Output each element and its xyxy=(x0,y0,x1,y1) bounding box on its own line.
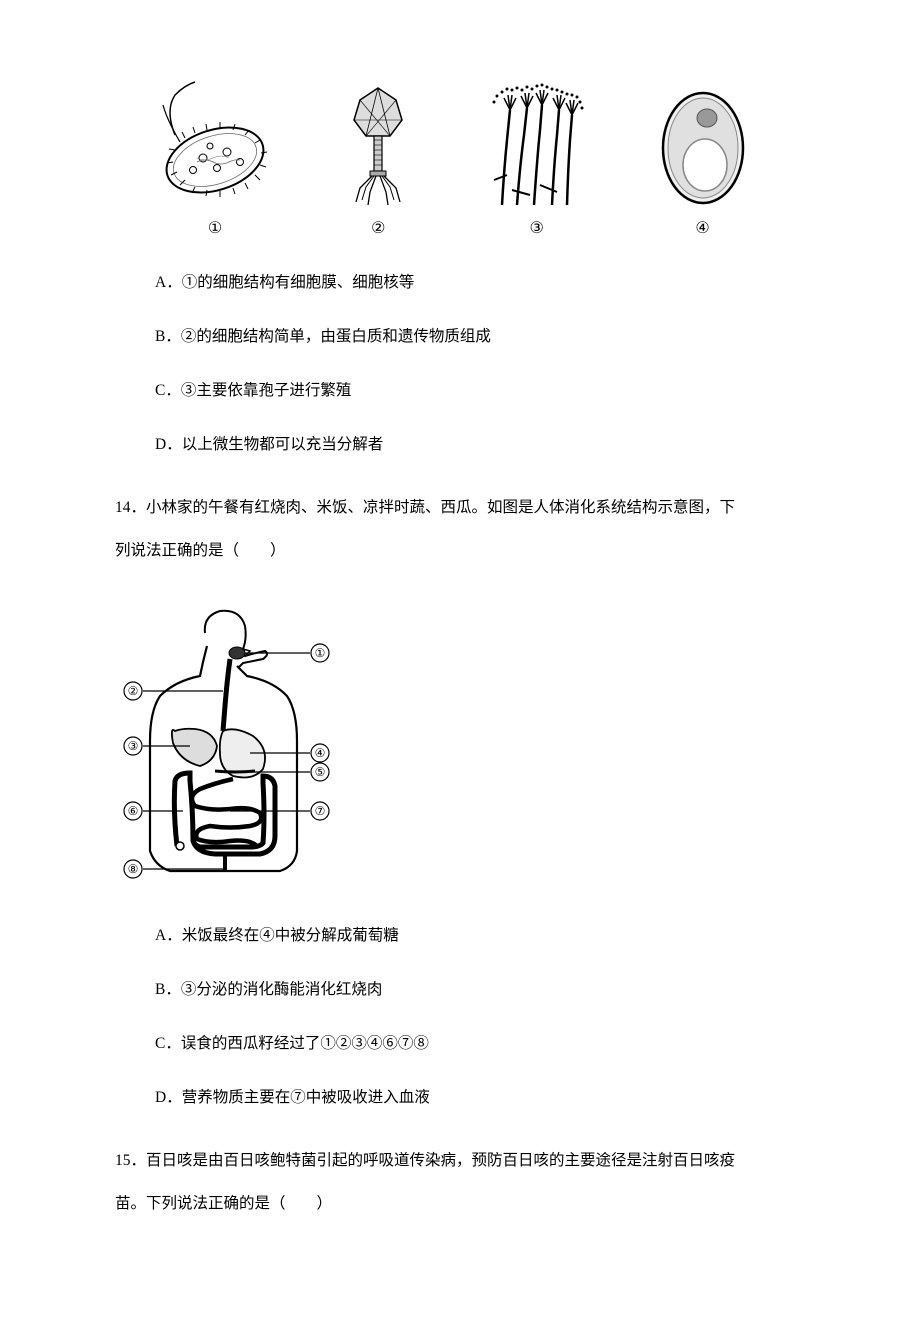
microbe-bacteria: ① xyxy=(155,80,275,238)
option-letter: C xyxy=(155,1035,165,1052)
microbes-figure-row: ① xyxy=(115,80,790,238)
q15-intro: 15．百日咳是由百日咳鲍特菌引起的呼吸道传染病，预防百日咳的主要途径是注射百日咳… xyxy=(115,1139,790,1226)
microbe-bacteriophage: ② xyxy=(338,80,418,238)
option-letter: B xyxy=(155,981,165,998)
digestive-label-left-1: ② xyxy=(128,684,139,698)
option-text: ．③分泌的消化酶能消化红烧肉 xyxy=(165,981,382,998)
question-number: 15 xyxy=(115,1152,131,1169)
microbe-label-3: ③ xyxy=(529,218,543,238)
q15-intro-line2: 苗。下列说法正确的是（ ） xyxy=(115,1195,332,1212)
option-letter: D xyxy=(155,436,166,453)
option-text: ．②的细胞结构简单，由蛋白质和遗传物质组成 xyxy=(165,328,491,345)
digestive-label-left-2: ③ xyxy=(128,739,139,753)
q14-option-a: A．米饭最终在④中被分解成葡萄糖 xyxy=(115,923,790,945)
option-text: ．①的细胞结构有细胞膜、细胞核等 xyxy=(166,274,414,291)
option-letter: D xyxy=(155,1089,166,1106)
microbe-yeast: ④ xyxy=(655,80,750,238)
q15-intro-line1: ．百日咳是由百日咳鲍特菌引起的呼吸道传染病，预防百日咳的主要途径是注射百日咳疫 xyxy=(131,1152,736,1169)
q13-option-b: B．②的细胞结构简单，由蛋白质和遗传物质组成 xyxy=(115,324,790,346)
microbe-label-2: ② xyxy=(371,218,385,238)
yeast-icon xyxy=(655,80,750,210)
microbe-mold: ③ xyxy=(482,80,592,238)
bacteria-icon xyxy=(155,80,275,210)
q13-option-a: A．①的细胞结构有细胞膜、细胞核等 xyxy=(115,270,790,292)
q13-option-d: D．以上微生物都可以充当分解者 xyxy=(115,432,790,454)
digestive-system-figure: ② ③ ⑥ ⑧ ① ④ ⑤ ⑦ xyxy=(115,601,790,891)
digestive-label-right-1: ① xyxy=(315,646,326,660)
q14-option-c: C．误食的西瓜籽经过了①②③④⑥⑦⑧ xyxy=(115,1031,790,1053)
mold-icon xyxy=(482,80,592,210)
q13-option-c: C．③主要依靠孢子进行繁殖 xyxy=(115,378,790,400)
option-letter: A xyxy=(155,927,166,944)
digestive-label-right-4: ⑦ xyxy=(315,804,326,818)
option-text: ．营养物质主要在⑦中被吸收进入血液 xyxy=(166,1089,430,1106)
digestive-label-right-2: ④ xyxy=(315,746,326,760)
option-letter: C xyxy=(155,382,165,399)
digestive-label-left-4: ⑧ xyxy=(128,862,139,876)
option-text: ．以上微生物都可以充当分解者 xyxy=(166,436,383,453)
q14-intro: 14．小林家的午餐有红烧肉、米饭、凉拌时蔬、西瓜。如图是人体消化系统结构示意图，… xyxy=(115,486,790,573)
microbe-label-4: ④ xyxy=(695,218,709,238)
option-letter: B xyxy=(155,328,165,345)
microbe-label-1: ① xyxy=(208,218,222,238)
q14-option-d: D．营养物质主要在⑦中被吸收进入血液 xyxy=(115,1085,790,1107)
option-text: ．误食的西瓜籽经过了①②③④⑥⑦⑧ xyxy=(165,1035,429,1052)
digestive-label-left-3: ⑥ xyxy=(128,804,139,818)
option-text: ．③主要依靠孢子进行繁殖 xyxy=(165,382,351,399)
q14-option-b: B．③分泌的消化酶能消化红烧肉 xyxy=(115,977,790,999)
digestive-label-right-3: ⑤ xyxy=(315,765,326,779)
q14-intro-line2: 列说法正确的是（ ） xyxy=(115,542,286,559)
digestive-system-icon: ② ③ ⑥ ⑧ ① ④ ⑤ ⑦ xyxy=(115,601,335,886)
option-letter: A xyxy=(155,274,166,291)
option-text: ．米饭最终在④中被分解成葡萄糖 xyxy=(166,927,399,944)
bacteriophage-icon xyxy=(338,80,418,210)
q14-intro-line1: ．小林家的午餐有红烧肉、米饭、凉拌时蔬、西瓜。如图是人体消化系统结构示意图，下 xyxy=(131,499,736,516)
question-number: 14 xyxy=(115,499,131,516)
